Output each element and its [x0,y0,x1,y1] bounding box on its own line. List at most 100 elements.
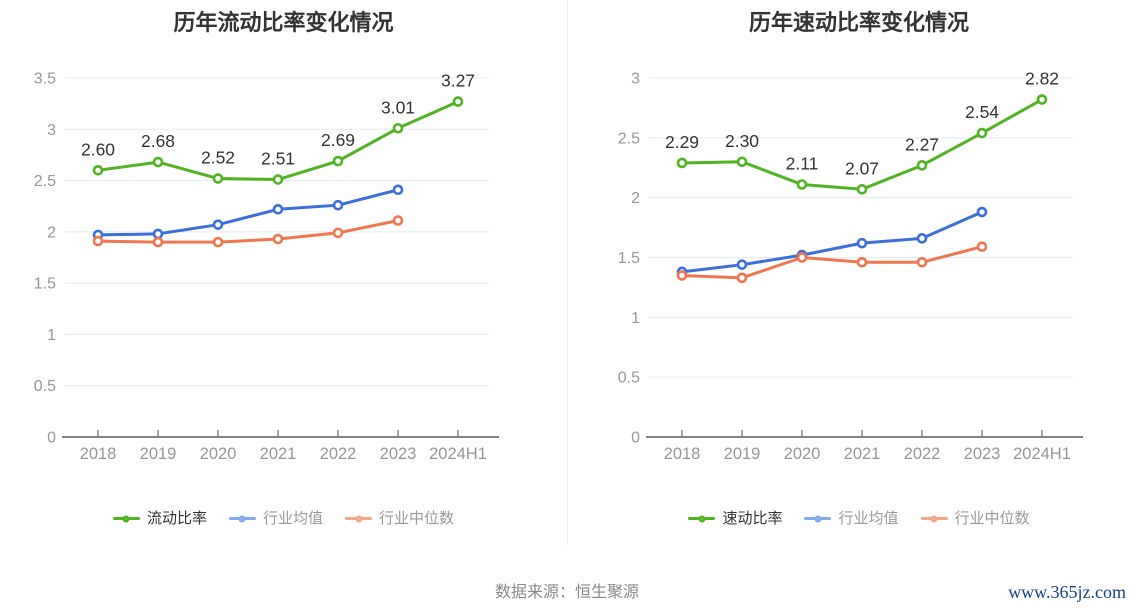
y-tick-label: 0.5 [618,370,640,387]
legend-marker-icon-quick-ratio [688,512,716,526]
series-point-industry-median [976,241,988,253]
x-tick-label: 2021 [844,445,881,463]
x-tick-label: 2019 [724,445,761,463]
series-point-quick-ratio [736,156,748,168]
series-point-quick-ratio [1036,94,1048,105]
x-tick-label: 2018 [80,445,117,463]
legend-marker-icon-industry-median [920,512,948,526]
legend-item-industry-median[interactable]: 行业中位数 [920,510,1030,527]
series-point-current-ratio [332,155,344,167]
series-point-industry-median [332,227,344,239]
y-tick-label: 3 [631,71,640,88]
chart-panel-quick-ratio: 2018 2019 2020 2021 2022 2023 2024H1 0 0.5 1 1.5 2 2… [584,0,1134,560]
legend-marker-icon-current-ratio [112,512,140,526]
y-tick-label: 2.5 [618,130,640,147]
point-value-label: 2.68 [141,131,175,151]
series-point-industry-median [736,272,748,284]
point-value-label: 3.01 [381,97,415,117]
point-value-label: 2.52 [201,148,235,168]
point-value-label: 2.51 [261,149,295,169]
series-point-industry-average [916,233,928,244]
point-value-label: 2.11 [786,154,819,174]
series-point-industry-median [212,236,224,248]
series-point-quick-ratio [856,183,868,195]
point-value-label: 2.54 [965,102,999,122]
y-tick-label: 1 [631,310,640,327]
chart-title-quick-ratio: 历年速动比率变化情况 [748,10,969,35]
point-value-label: 3.27 [441,71,475,91]
series-point-industry-median [856,256,868,268]
point-value-label: 2.27 [905,134,939,154]
legend-label-current-ratio: 流动比率 [146,510,207,527]
series-point-industry-average [272,203,284,215]
x-tick-label: 2021 [260,445,297,463]
legend-label-industry-median: 行业中位数 [379,510,455,527]
series-point-industry-average [152,228,164,240]
series-point-current-ratio [272,174,284,185]
x-tick-label: 2022 [904,445,941,463]
series-point-current-ratio [92,165,104,176]
legend-quick-ratio: 速动比率 行业均值 行业中位数 [584,511,1134,526]
legend-item-industry-average[interactable]: 行业均值 [228,511,323,526]
y-tick-label: 3.5 [34,71,56,88]
series-point-quick-ratio [676,157,688,169]
legend-marker-icon-industry-average [804,512,832,526]
series-point-industry-average [856,237,868,249]
point-value-label: 2.30 [725,131,759,151]
series-line-industry-average [680,210,984,274]
x-tick-label: 2020 [784,445,821,463]
chart-panel-current-ratio: 2018 2019 2020 2021 2022 2023 2024H1 0 0.5 1 1.5 2 2… [0,0,567,560]
series-point-industry-average [212,219,224,230]
series-point-industry-average [976,206,988,218]
series-point-quick-ratio [916,160,928,171]
series-point-industry-average [392,184,404,196]
legend-label-quick-ratio: 速动比率 [722,510,783,527]
series-point-industry-median [272,233,284,245]
series-line-industry-median [96,219,400,244]
point-value-label: 2.07 [845,158,879,178]
y-tick-label: 3 [47,122,56,139]
x-tick-label: 2022 [320,445,357,463]
x-tick-label: 2023 [964,445,1001,463]
legend-marker-icon-industry-median [345,512,372,526]
series-point-industry-average [332,199,344,211]
legend-label-industry-average: 行业均值 [838,510,899,527]
y-tick-label: 0 [631,430,640,447]
series-point-quick-ratio [796,179,808,190]
point-value-label: 2.82 [1025,69,1059,89]
x-tick-label: 2020 [200,445,237,463]
legend-item-industry-average[interactable]: 行业均值 [804,510,899,527]
charts-row: 2018 2019 2020 2021 2022 2023 2024H1 0 0.5 1 1.5 2 2… [0,0,1134,560]
y-tick-label: 1.5 [618,250,640,267]
legend-label-industry-median: 行业中位数 [954,510,1030,527]
y-tick-label: 2.5 [34,173,56,190]
panel-divider [567,0,568,545]
x-tick-label: 2024H1 [429,445,487,463]
line-chart-quick-ratio: 2018 2019 2020 2021 2022 2023 2024H1 0 0.5 1 1.5 2 2… [618,69,1083,463]
point-value-label: 2.29 [665,132,699,152]
legend-item-current-ratio[interactable]: 流动比率 [112,510,207,527]
legend-item-industry-median[interactable]: 行业中位数 [345,511,454,526]
x-tick-label: 2019 [140,445,177,463]
series-point-industry-median [92,235,104,247]
series-point-quick-ratio [976,127,988,139]
legend-marker-icon-industry-average [228,512,256,526]
x-tick-label: 2024H1 [1013,445,1071,463]
series-line-industry-median [680,245,984,280]
series-point-industry-average [736,259,748,270]
series-point-current-ratio [392,122,404,134]
legend-current-ratio: 流动比率 行业均值 行业中位数 [0,511,567,526]
x-tick-label: 2023 [380,445,417,463]
y-tick-label: 1.5 [34,276,56,293]
point-value-label: 2.69 [321,130,355,150]
series-point-current-ratio [212,173,224,184]
y-tick-label: 0.5 [34,378,56,395]
series-point-industry-median [676,270,688,281]
y-tick-label: 1 [47,327,56,344]
y-tick-label: 2 [631,190,640,207]
legend-item-quick-ratio[interactable]: 速动比率 [688,511,782,526]
site-watermark-link[interactable]: www.365jz.com [1008,582,1126,602]
y-tick-label: 0 [47,430,56,447]
chart-title-current-ratio: 历年流动比率变化情况 [173,10,394,35]
